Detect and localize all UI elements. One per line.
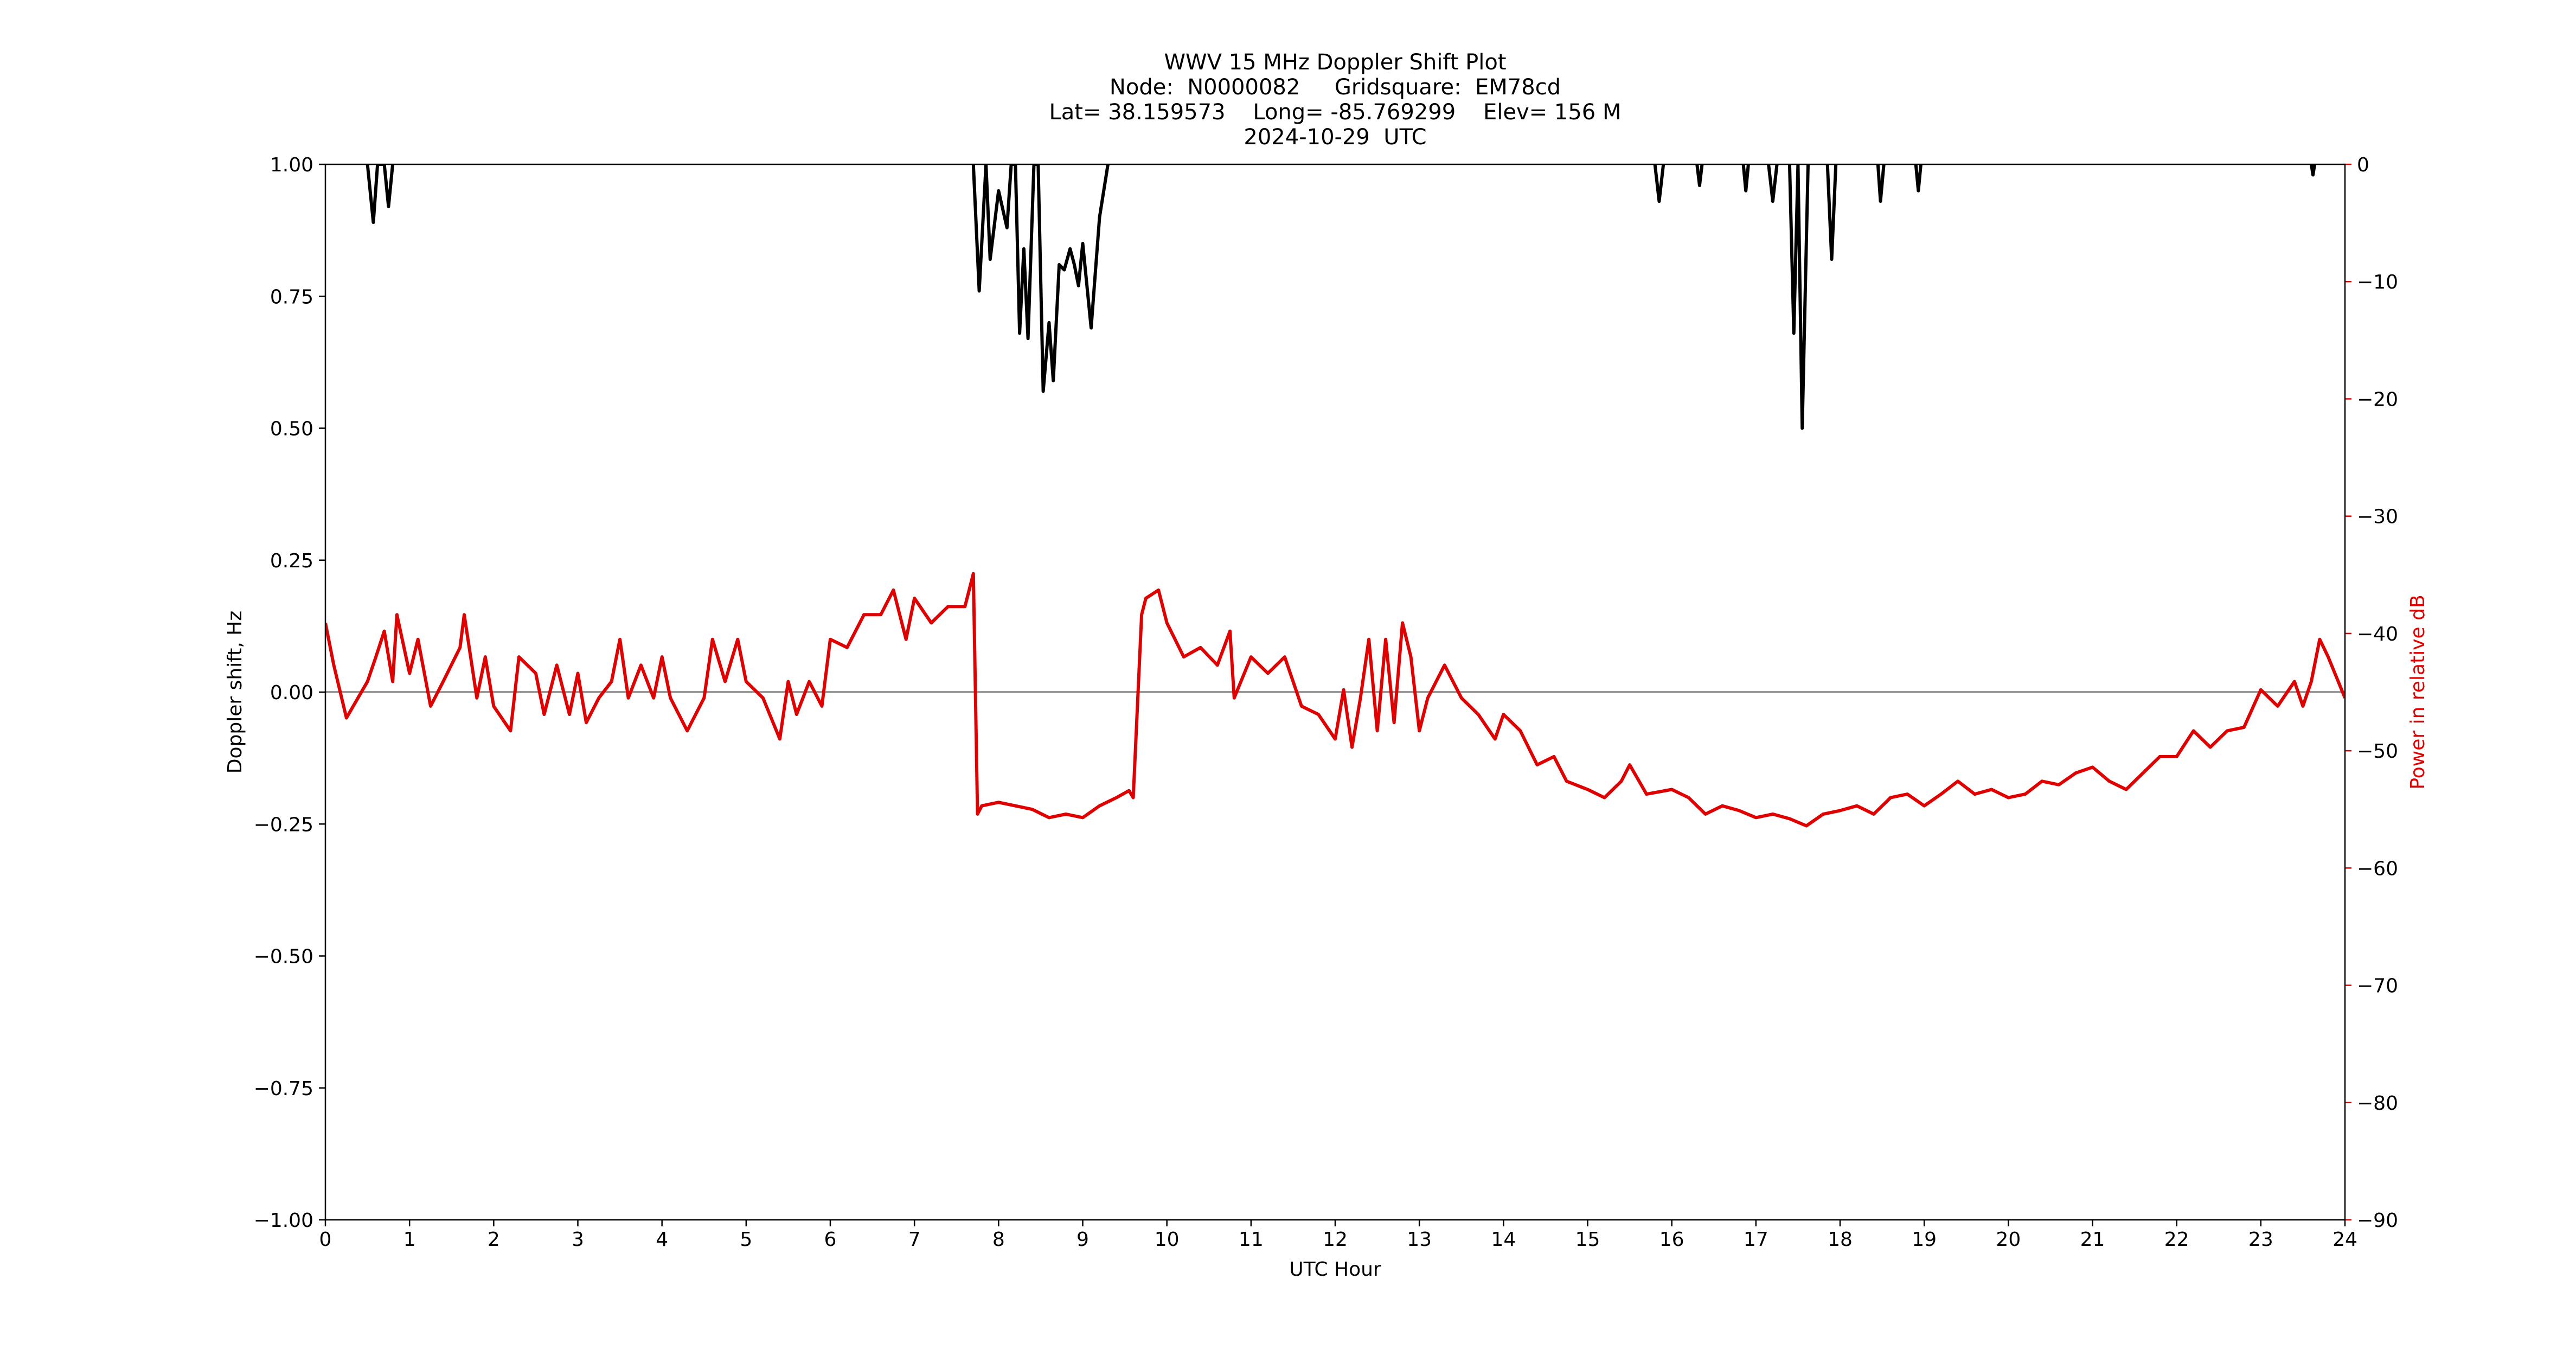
y-tick-label: −1.00 <box>254 1210 313 1232</box>
x-tick-label: 20 <box>1996 1229 2021 1251</box>
y2-tick-label: −20 <box>2357 388 2398 411</box>
y2-tick-label: −80 <box>2357 1092 2398 1115</box>
y-tick-label: −0.50 <box>254 946 313 968</box>
x-tick-label: 9 <box>1076 1229 1089 1251</box>
x-tick-label: 17 <box>1744 1229 1768 1251</box>
y2-tick-label: −10 <box>2357 271 2398 293</box>
x-tick-label: 18 <box>1828 1229 1853 1251</box>
x-tick-label: 24 <box>2333 1229 2357 1251</box>
data-line <box>366 164 2317 430</box>
x-tick-label: 19 <box>1912 1229 1937 1251</box>
y-tick-label: 1.00 <box>270 154 313 176</box>
chart-title: WWV 15 MHz Doppler Shift Plot <box>1164 50 1506 75</box>
x-axis-label: UTC Hour <box>1289 1258 1381 1281</box>
x-tick-label: 6 <box>824 1229 837 1251</box>
x-tick-label: 4 <box>656 1229 668 1251</box>
y-axis-label: Doppler shift, Hz <box>224 611 246 773</box>
y2-tick-label: −60 <box>2357 858 2398 880</box>
chart-title: Lat= 38.159573 Long= -85.769299 Elev= 15… <box>1049 100 1622 125</box>
x-tick-label: 3 <box>572 1229 584 1251</box>
x-tick-label: 14 <box>1491 1229 1516 1251</box>
x-tick-label: 2 <box>488 1229 500 1251</box>
x-tick-label: 5 <box>740 1229 752 1251</box>
plot-frame <box>324 163 2346 1221</box>
x-tick-label: 10 <box>1155 1229 1180 1251</box>
y2-axis-label: Power in relative dB <box>2407 594 2429 789</box>
chart-title: 2024-10-29 UTC <box>1244 125 1426 150</box>
y2-tick-label: 0 <box>2357 154 2369 176</box>
x-tick-label: 8 <box>992 1229 1005 1251</box>
x-tick-label: 0 <box>319 1229 332 1251</box>
y-tick-label: 0.50 <box>270 418 313 440</box>
y-tick-label: −0.25 <box>254 814 313 836</box>
x-tick-label: 21 <box>2080 1229 2105 1251</box>
x-tick-label: 1 <box>403 1229 416 1251</box>
y-tick-label: 0.25 <box>270 550 313 572</box>
y-tick-label: −0.75 <box>254 1078 313 1100</box>
y2-tick-label: −40 <box>2357 623 2398 645</box>
y2-tick-label: −30 <box>2357 506 2398 528</box>
y2-tick-label: −70 <box>2357 975 2398 997</box>
x-tick-label: 13 <box>1407 1229 1432 1251</box>
x-tick-label: 12 <box>1323 1229 1348 1251</box>
data-line <box>325 572 2345 828</box>
y-tick-label: 0.00 <box>270 682 313 704</box>
y2-tick-label: −90 <box>2357 1210 2398 1232</box>
x-tick-label: 22 <box>2164 1229 2189 1251</box>
chart-title: Node: N0000082 Gridsquare: EM78cd <box>1110 75 1561 100</box>
x-tick-label: 7 <box>908 1229 921 1251</box>
x-tick-label: 15 <box>1575 1229 1600 1251</box>
y-tick-label: 0.75 <box>270 286 313 308</box>
x-tick-label: 16 <box>1659 1229 1684 1251</box>
y2-tick-label: −50 <box>2357 740 2398 763</box>
x-tick-label: 23 <box>2248 1229 2273 1251</box>
x-tick-label: 11 <box>1239 1229 1264 1251</box>
